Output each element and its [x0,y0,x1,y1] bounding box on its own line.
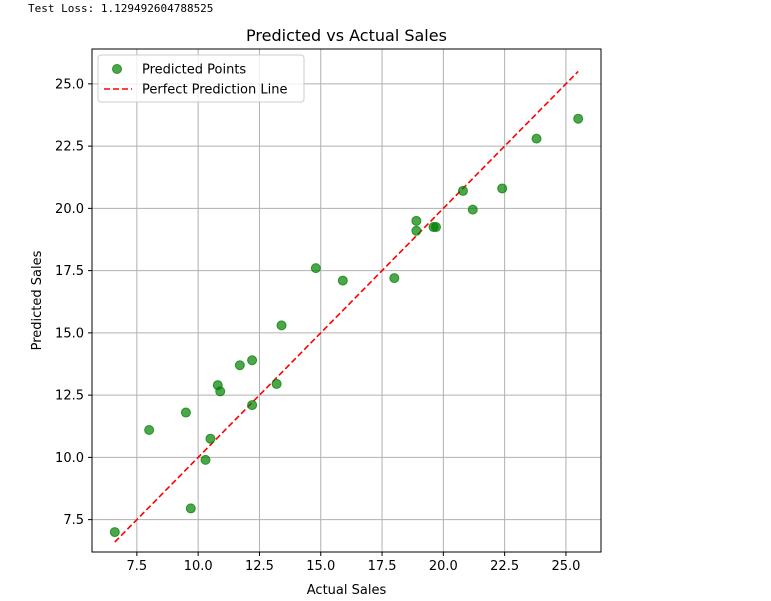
legend: Predicted Points Perfect Prediction Line [97,54,305,103]
y-axis-label: Predicted Sales [30,250,45,350]
y-tick-label: 17.5 [55,264,84,279]
data-point [247,400,258,411]
data-point [337,275,348,286]
x-tick-label: 7.5 [127,559,148,574]
data-point [271,378,282,389]
data-point [215,386,226,397]
y-tick-label: 22.5 [55,140,84,155]
data-point [457,185,468,196]
x-tick-label: 12.5 [245,559,274,574]
y-axis-ticks: 7.5 10.0 12.5 15.0 17.5 20.0 22.5 25.0 [55,77,92,528]
plot-frame [91,48,602,553]
data-point [234,360,245,371]
legend-point-marker [112,64,122,74]
x-tick-label: 17.5 [368,559,397,574]
x-tick-label: 25.0 [551,559,580,574]
data-point [180,407,191,418]
y-tick-label: 12.5 [55,389,84,404]
y-tick-label: 7.5 [63,513,84,528]
data-point [247,355,258,366]
data-point [531,133,542,144]
x-tick-label: 15.0 [306,559,335,574]
test-loss-output: Test Loss: 1.129492604788525 [28,2,214,15]
chart-title: Predicted vs Actual Sales [246,26,447,45]
data-point [411,225,422,236]
grid [92,49,601,552]
data-point [310,263,321,274]
data-point [389,273,400,284]
y-tick-label: 20.0 [55,202,84,217]
x-axis-label: Actual Sales [307,583,387,598]
data-point [430,222,441,233]
data-point [411,215,422,226]
data-point [109,527,120,538]
data-point [573,113,584,124]
data-point [185,503,196,514]
data-point [467,204,478,215]
legend-label-perfect-line: Perfect Prediction Line [142,83,287,98]
data-point [276,320,287,331]
x-tick-label: 20.0 [429,559,458,574]
legend-box [97,54,305,103]
x-axis-ticks: 7.5 10.0 12.5 15.0 17.5 20.0 22.5 25.0 [127,552,580,574]
legend-label-predicted-points: Predicted Points [142,63,246,78]
y-tick-label: 15.0 [55,326,84,341]
data-point [144,424,155,435]
data-point [497,183,508,194]
x-tick-label: 10.0 [184,559,213,574]
x-tick-label: 22.5 [490,559,519,574]
perfect-prediction-line [114,70,579,543]
data-point [205,433,216,444]
predicted-points [109,113,584,538]
y-tick-label: 10.0 [55,451,84,466]
y-tick-label: 25.0 [55,77,84,92]
data-point [200,454,211,465]
